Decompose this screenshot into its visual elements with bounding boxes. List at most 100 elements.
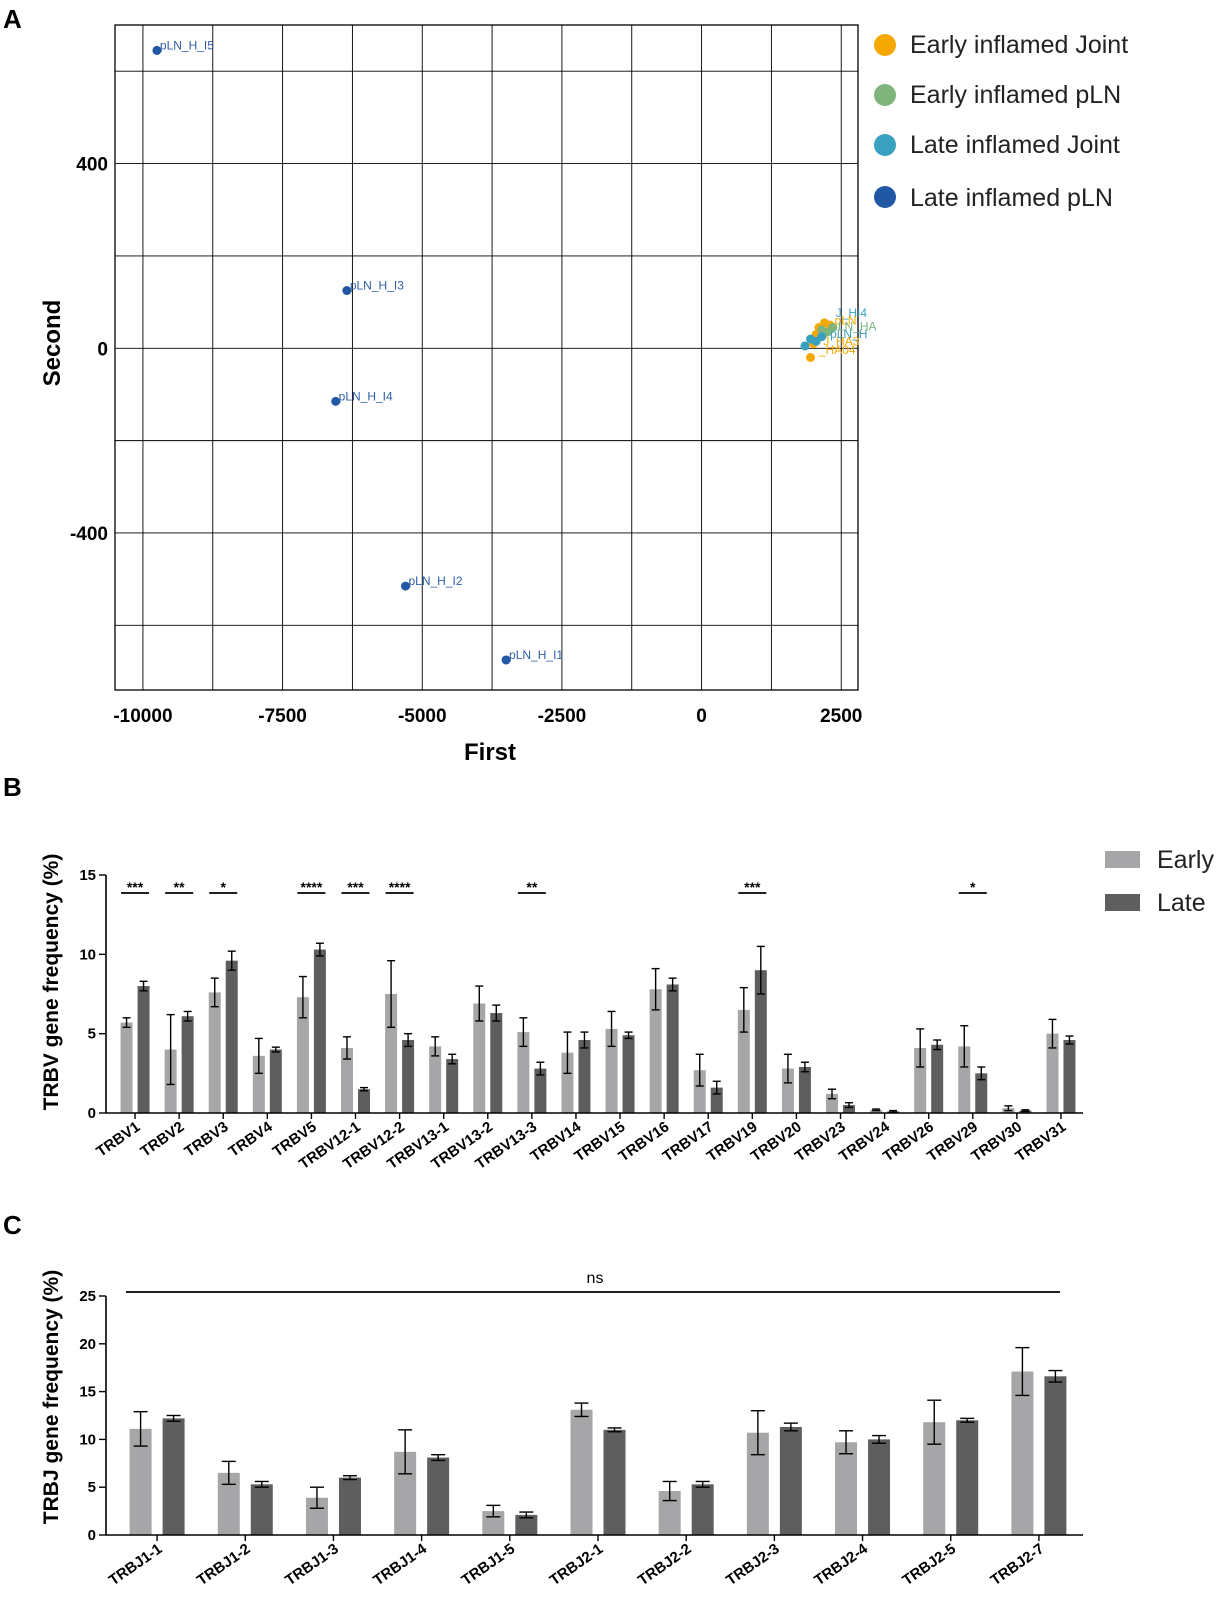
trbv-category-label-trbv1: TRBV1	[93, 1118, 143, 1160]
trbj-category-label-trbj2-3: TRBJ2-3	[723, 1540, 783, 1589]
scatter-y-ticks: 400 0 -400	[70, 155, 108, 545]
trbv-bar-late-trbv31	[1063, 1040, 1076, 1113]
scatter-y-tick-label: -400	[70, 524, 108, 545]
scatter-point-label: pLN_H_I3	[350, 279, 404, 293]
legend-item-early: Early	[1105, 846, 1214, 874]
trbj-category-label-trbj1-3: TRBJ1-3	[282, 1540, 342, 1589]
legend-label-late-pln: Late inflamed pLN	[910, 184, 1113, 212]
trbv-bar-late-trbv13-3	[534, 1068, 547, 1113]
trbj-bar-early-trbj2-5	[923, 1422, 946, 1535]
trbj-bar-late-trbj1-5	[515, 1514, 538, 1535]
scatter-cluster-label: _HA04	[818, 343, 856, 357]
trbv-bar-early-trbv12-1	[341, 1047, 353, 1113]
trbv-y-tick-label: 10	[79, 946, 96, 963]
trbv-bar-late-trbv5	[313, 949, 326, 1113]
trbj-bar-early-trbj1-1	[129, 1428, 152, 1535]
trbj-category-label-trbj1-5: TRBJ1-5	[459, 1540, 519, 1589]
trbv-bar-early-trbv29	[958, 1046, 971, 1113]
trbj-category-label-trbj1-4: TRBJ1-4	[370, 1540, 430, 1589]
panel-letter-b: B	[3, 772, 22, 802]
scatter-x-ticks: -10000 -7500 -5000 -2500 0 2500	[113, 706, 862, 727]
panel-c-trbj-bar-chart: 0 5 10 15 20 25 TRBJ1-1 TRBJ1-2 TRBJ1-3 TRBJ1-4 TR…	[40, 1270, 1083, 1589]
scatter-x-tick-label: -5000	[398, 706, 447, 727]
trbv-legend: Early Late	[1105, 846, 1214, 917]
scatter-x-tick-label: -10000	[113, 706, 172, 727]
trbv-bar-early-trbv15	[605, 1028, 618, 1113]
panel-letter-a: A	[3, 4, 22, 34]
scatter-point-label: pLN_H_I2	[408, 574, 462, 588]
trbv-significance-label: *	[221, 879, 227, 895]
trbv-bar-early-trbv17	[693, 1070, 706, 1113]
trbj-bar-early-trbj1-2	[217, 1472, 240, 1535]
trbj-bar-early-trbj2-3	[746, 1432, 769, 1535]
scatter-cluster-point	[806, 353, 816, 362]
trbj-bar-late-trbj2-3	[779, 1426, 802, 1535]
trbv-y-tick-label: 15	[79, 867, 96, 884]
legend-marker-late-pln	[874, 186, 896, 208]
trbv-significance-label: **	[526, 879, 537, 895]
trbj-category-label-trbj2-1: TRBJ2-1	[547, 1540, 607, 1589]
trbj-bar-late-trbj1-3	[338, 1477, 361, 1535]
trbj-y-tick-label: 0	[88, 1527, 96, 1544]
legend-label-early-pln: Early inflamed pLN	[910, 81, 1121, 109]
scatter-cluster-label: J_HI4	[836, 306, 868, 320]
trbv-category-label-trbv2: TRBV2	[137, 1118, 187, 1160]
trbj-bar-late-trbj1-1	[162, 1418, 185, 1535]
scatter-cluster-label: pLN_HA	[831, 320, 876, 334]
legend-swatch-early	[1105, 851, 1140, 868]
legend-label-late-joint: Late inflamed Joint	[910, 131, 1120, 159]
trbv-significance-label: ***	[744, 879, 761, 895]
trbv-significance-label: **	[174, 879, 185, 895]
trbv-bar-early-trbv14	[561, 1052, 574, 1113]
trbv-significance-label: ***	[127, 879, 144, 895]
trbv-category-label-trbv31: TRBV31	[1012, 1118, 1069, 1165]
ns-annotation: ns	[587, 1270, 604, 1287]
legend-item-early-joint: Early inflamed Joint	[874, 31, 1128, 59]
trbv-bar-early-trbv12-2	[385, 994, 398, 1113]
scatter-point-label: pLN_H_I1	[509, 648, 563, 662]
legend-marker-late-joint	[874, 134, 896, 156]
scatter-plot-frame	[114, 24, 859, 691]
panel-letter-c: C	[3, 1210, 22, 1240]
scatter-x-tick-label: -7500	[258, 706, 307, 727]
scatter-x-tick-label: -2500	[538, 706, 587, 727]
trbv-bar-late-trbv15	[622, 1035, 635, 1113]
scatter-x-axis-title: First	[464, 739, 516, 766]
panel-b-trbv-bar-chart: *** ** * **** *** **** ** *** * 051015TRBV1TRBV2…	[40, 846, 1214, 1173]
legend-marker-early-joint	[874, 34, 896, 56]
trbj-bar-early-trbj1-4	[394, 1451, 417, 1535]
trbj-category-label-trbj2-4: TRBJ2-4	[811, 1540, 871, 1589]
trbj-bar-early-trbj2-4	[835, 1442, 858, 1535]
trbj-bars	[129, 1346, 1067, 1535]
trbv-category-label-trbv4: TRBV4	[226, 1118, 277, 1161]
legend-label-early: Early	[1157, 846, 1214, 874]
trbj-bar-late-trbj2-5	[956, 1420, 979, 1535]
trbv-significance-label: ****	[301, 879, 323, 895]
trbv-bar-early-trbv19	[737, 1009, 750, 1113]
trbv-significance-label: ****	[389, 879, 411, 895]
trbj-category-label-trbj2-5: TRBJ2-5	[899, 1540, 959, 1589]
legend-item-late-joint: Late inflamed Joint	[874, 131, 1120, 159]
trbv-bar-late-trbv14	[578, 1040, 591, 1113]
trbj-y-tick-label: 10	[79, 1431, 96, 1448]
trbj-bar-early-trbj2-2	[658, 1491, 681, 1535]
trbj-bar-late-trbj2-7	[1044, 1376, 1067, 1535]
trbv-bar-late-trbv1	[137, 986, 150, 1113]
scatter-cluster-label: J_HA3	[823, 334, 859, 348]
scatter-x-tick-label: 2500	[820, 706, 862, 727]
trbv-bar-late-trbv3	[225, 960, 238, 1113]
scatter-grid	[115, 25, 858, 690]
trbv-bar-early-trbv16	[649, 989, 662, 1113]
scatter-y-tick-label: 400	[76, 155, 108, 176]
trbv-bar-early-trbv4	[252, 1055, 265, 1113]
trbv-bar-early-trbv31	[1046, 1033, 1059, 1113]
trbv-y-axis-title: TRBV gene frequency (%)	[40, 854, 63, 1111]
scatter-point-pln-h-i3	[342, 286, 352, 296]
trbv-significance-label: ***	[347, 879, 364, 895]
trbj-bar-late-trbj2-2	[691, 1484, 714, 1535]
scatter-point-label: pLN_H_I5	[160, 38, 214, 52]
trbv-y-tick-label: 5	[88, 1026, 96, 1043]
trbv-bars: *** ** * **** *** **** ** *** *	[120, 879, 1076, 1113]
trbv-bar-late-trbv13-1	[446, 1059, 459, 1113]
